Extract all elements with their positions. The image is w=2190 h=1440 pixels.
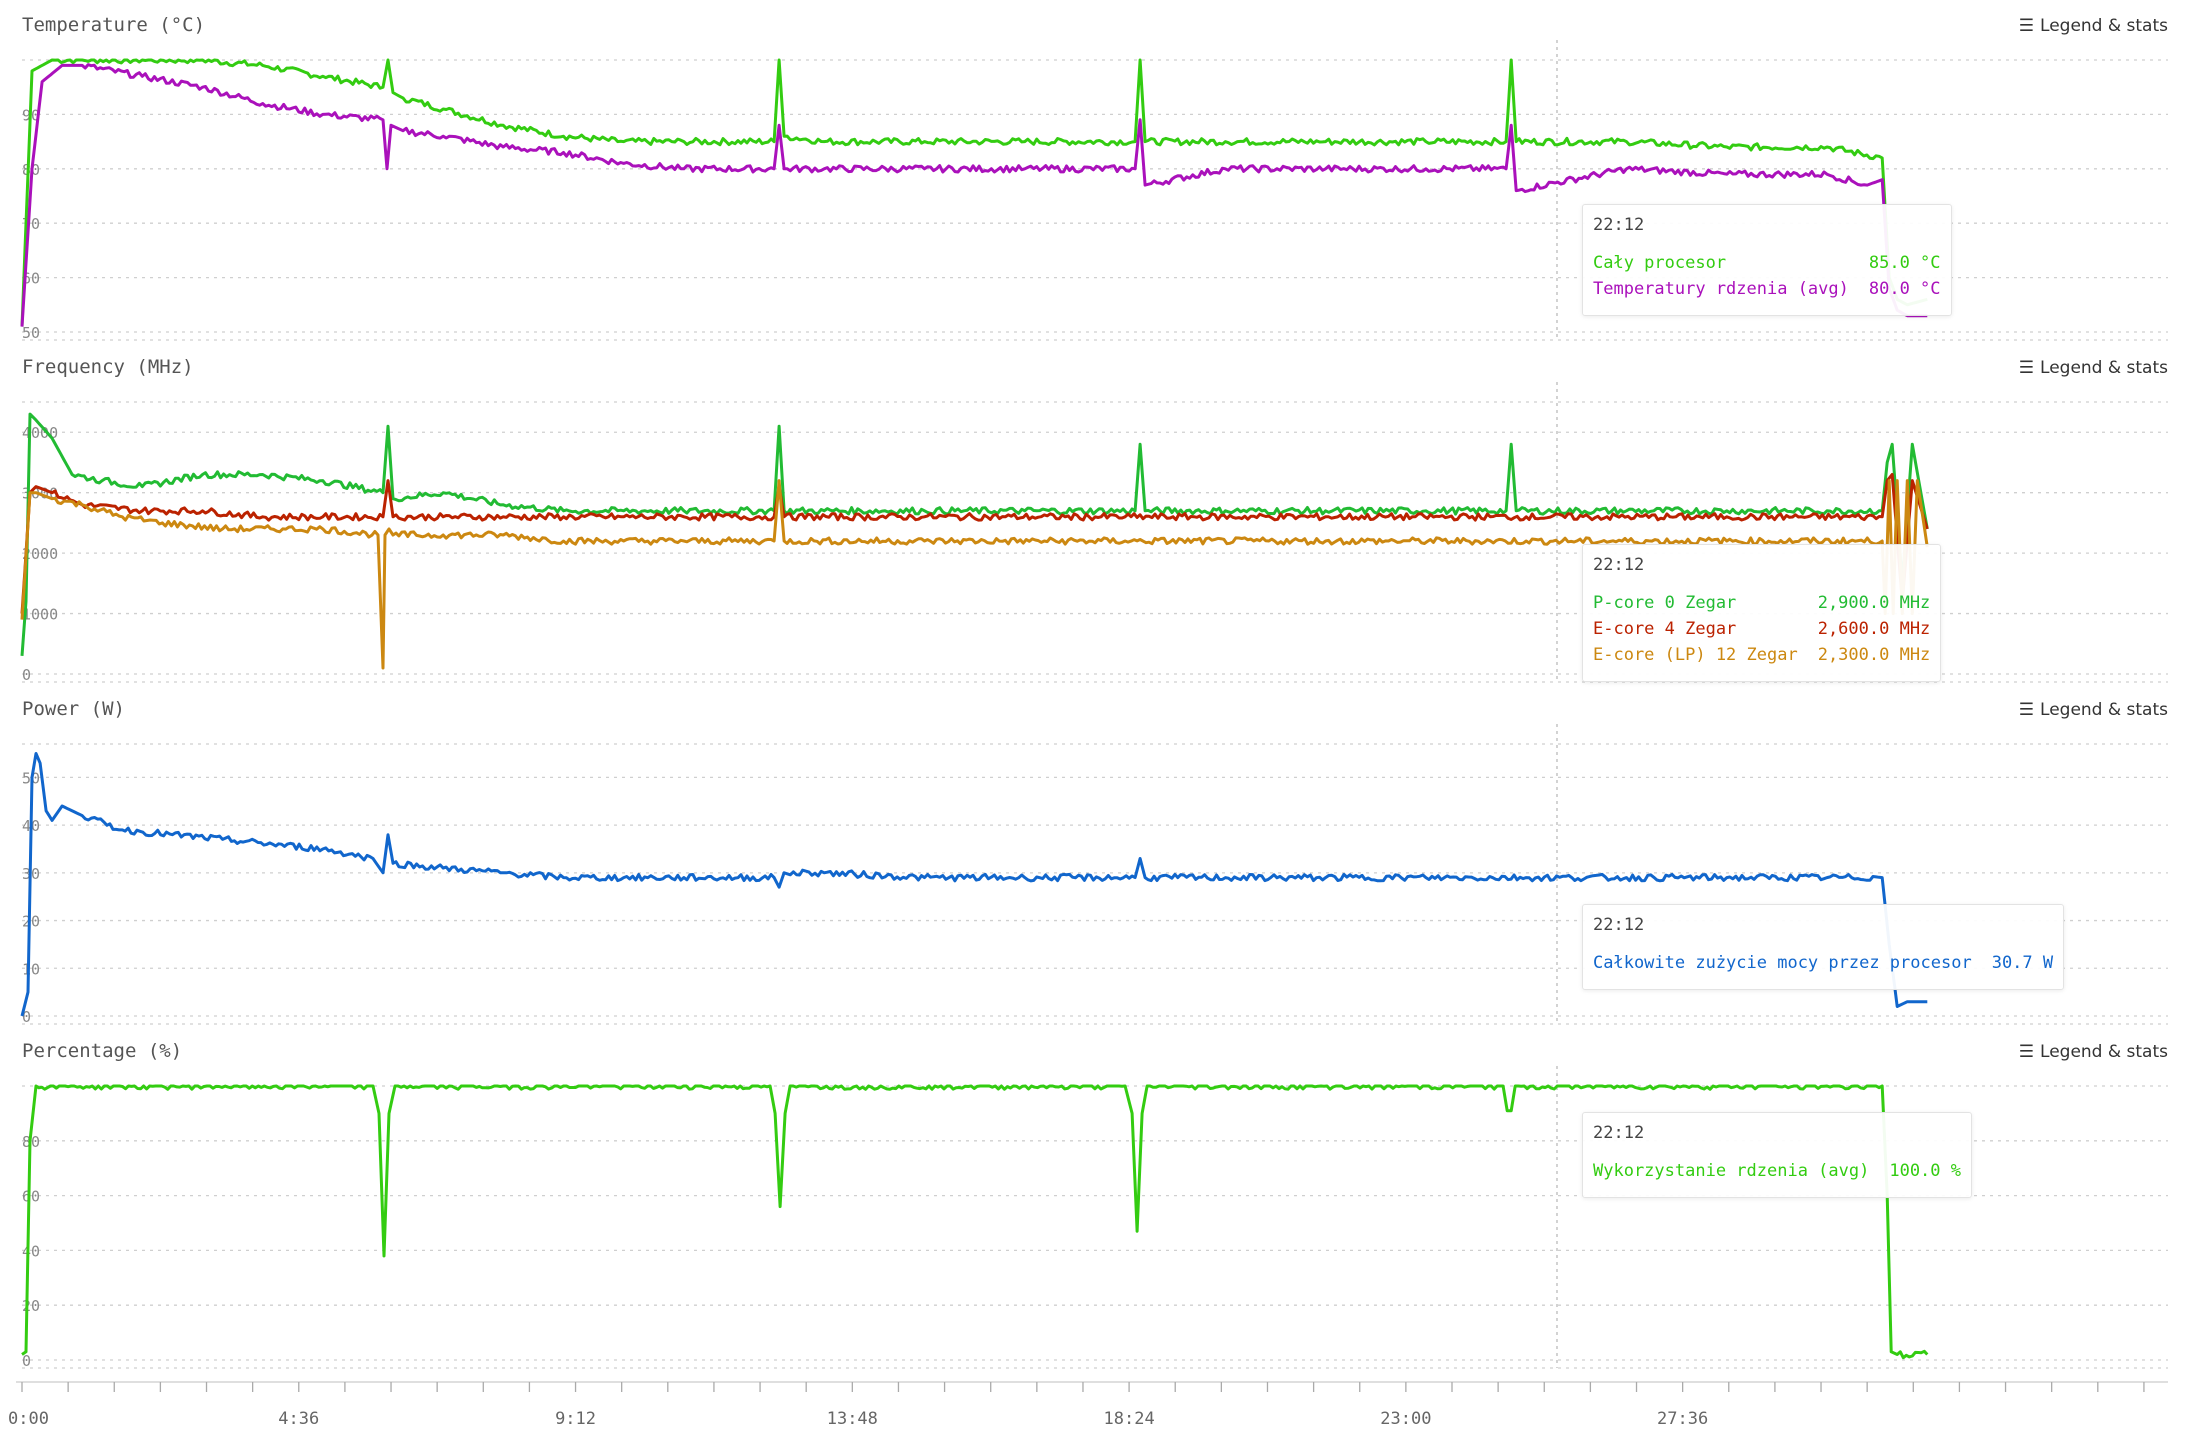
menu-icon: ☰ [2018, 358, 2035, 378]
tooltip-series-value: 2,300.0 MHz [1817, 645, 1931, 665]
tooltip-time: 22:12 [1593, 1123, 1645, 1143]
tooltip-row: Cały procesor 85.0 °C [1593, 253, 1941, 279]
tooltip-rows: Całkowite zużycie mocy przez procesor 30.… [1593, 953, 2053, 979]
tooltip-series-value: 100.0 % [1889, 1161, 1961, 1181]
x-tick-label: 0:00 [8, 1409, 49, 1429]
tooltip-time: 22:12 [1593, 915, 1645, 935]
series-line [20, 412, 1929, 657]
tooltip-time: 22:12 [1593, 555, 1645, 575]
y-tick-label: 0 [22, 666, 31, 684]
x-tick-label: 18:24 [1104, 1409, 1155, 1429]
x-tick-label: 23:00 [1380, 1409, 1431, 1429]
panel-title: Percentage (%) [22, 1040, 183, 1062]
y-tick-label: 60 [22, 1188, 40, 1206]
tooltip-time: 22:12 [1593, 215, 1645, 235]
y-tick-label: 10 [22, 960, 40, 978]
tooltip-series-label: E-core 4 Zegar [1593, 619, 1737, 639]
tooltip-row: Całkowite zużycie mocy przez procesor 30.… [1593, 953, 2053, 979]
tooltip-series-label: Całkowite zużycie mocy przez procesor [1593, 953, 1972, 973]
tooltip-series-value: 2,900.0 MHz [1817, 593, 1931, 613]
panel-title: Temperature (°C) [22, 14, 206, 36]
menu-icon: ☰ [2018, 16, 2035, 36]
y-tick-label: 40 [22, 1242, 40, 1260]
legend-stats-label: Legend & stats [2040, 16, 2168, 36]
legend-stats-button[interactable]: ☰ Legend & stats [2019, 1042, 2168, 1062]
tooltip-row: Temperatury rdzenia (avg) 80.0 °C [1593, 279, 1941, 305]
legend-stats-button[interactable]: ☰ Legend & stats [2019, 700, 2168, 720]
series-line [20, 752, 1928, 1017]
tooltip-row: E-core 4 Zegar 2,600.0 MHz [1593, 619, 1930, 645]
legend-stats-button[interactable]: ☰ Legend & stats [2019, 358, 2168, 378]
y-tick-label: 2000 [22, 545, 58, 563]
power-panel: 0 10 20 30 40 50 Power (W) ☰ Legend & stats 22… [0, 684, 2190, 1026]
time-axis: 0:00 4:36 9:12 13:48 18:24 23:00 27:36 [8, 1381, 2168, 1429]
tooltip-series-value: 80.0 °C [1868, 279, 1941, 299]
tooltip-rows: Cały procesor 85.0 °C Temperatury rdzenia … [1593, 253, 1941, 305]
tooltip-series-value: 2,600.0 MHz [1817, 619, 1931, 639]
tooltip-series-label: Temperatury rdzenia (avg) [1593, 279, 1849, 299]
x-tick-label: 9:12 [555, 1409, 596, 1429]
tooltip-series-value: 30.7 W [1991, 953, 2054, 973]
tooltip-series-label: Cały procesor [1593, 253, 1727, 273]
x-tick-label: 4:36 [278, 1409, 319, 1429]
tooltip-row: E-core (LP) 12 Zegar 2,300.0 MHz [1593, 645, 1930, 671]
percentage-panel: 0 20 40 60 80 Percentage (%) ☰ Legend & stats… [0, 1026, 2190, 1370]
y-tick-label: 20 [22, 1297, 40, 1315]
series-line [20, 63, 1928, 327]
panel-title: Frequency (MHz) [22, 356, 194, 378]
tooltip-series-label: Wykorzystanie rdzenia (avg) [1593, 1161, 1870, 1181]
tooltip-series-value: 85.0 °C [1868, 253, 1941, 273]
series-line [21, 1084, 1929, 1360]
tooltip-rows: Wykorzystanie rdzenia (avg) 100.0 % [1593, 1161, 1961, 1187]
x-tick-label: 13:48 [827, 1409, 878, 1429]
y-tick-label: 0 [22, 1352, 31, 1370]
panel-title: Power (W) [22, 698, 125, 720]
series-line [20, 479, 1929, 670]
hover-tooltip: 22:12 Całkowite zużycie mocy przez proce… [1582, 904, 2065, 990]
y-tick-label: 0 [22, 1008, 31, 1026]
legend-stats-label: Legend & stats [2040, 358, 2168, 378]
hover-tooltip: 22:12 Wykorzystanie rdzenia (avg) 100.0 % [1582, 1112, 1972, 1198]
legend-stats-label: Legend & stats [2040, 1042, 2168, 1062]
y-tick-label: 50 [22, 324, 40, 342]
tooltip-series-label: P-core 0 Zegar [1593, 593, 1737, 613]
x-tick-label: 27:36 [1657, 1409, 1708, 1429]
tooltip-row: P-core 0 Zegar 2,900.0 MHz [1593, 593, 1930, 619]
menu-icon: ☰ [2018, 1042, 2035, 1062]
tooltip-series-label: E-core (LP) 12 Zegar [1593, 645, 1798, 665]
legend-stats-label: Legend & stats [2040, 700, 2168, 720]
menu-icon: ☰ [2018, 700, 2035, 720]
hover-tooltip: 22:12 Cały procesor 85.0 °C Temperatury rd… [1582, 204, 1952, 316]
series-line [20, 58, 1928, 327]
hover-tooltip: 22:12 P-core 0 Zegar 2,900.0 MHz E-core 4 … [1582, 544, 1942, 682]
y-tick-label: 1000 [22, 606, 58, 624]
tooltip-row: Wykorzystanie rdzenia (avg) 100.0 % [1593, 1161, 1961, 1187]
tooltip-rows: P-core 0 Zegar 2,900.0 MHz E-core 4 Zegar 2… [1593, 593, 1930, 671]
frequency-panel: 0 1000 2000 3000 4000 Frequency (MHz) ☰ Legen… [0, 342, 2190, 684]
temperature-panel: 50 60 70 80 90 Temperature (°C) ☰ Legend & st… [0, 0, 2190, 342]
series-line [20, 473, 1929, 614]
y-tick-label: 20 [22, 913, 40, 931]
legend-stats-button[interactable]: ☰ Legend & stats [2019, 16, 2168, 36]
